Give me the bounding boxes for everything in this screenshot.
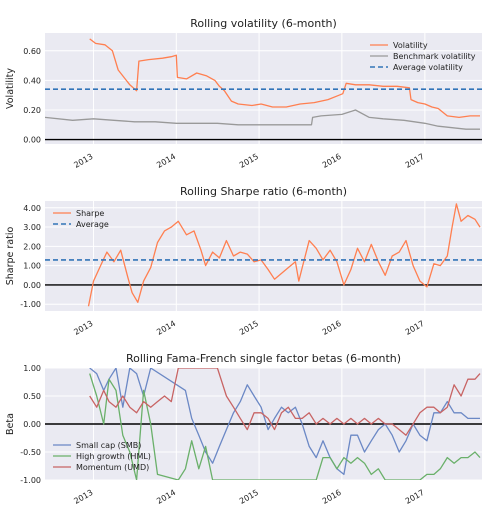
legend-label: High growth (HML) [76,452,151,461]
x-tick-label: 2016 [321,152,343,170]
y-tick-label: 0.00 [23,281,41,290]
series-line-volatility [89,38,480,119]
y-tick-label: 1.00 [23,262,41,271]
y-tick-label: 0.40 [23,76,41,85]
y-axis-label: Sharpe ratio [5,227,16,286]
series-line-benchmark-volatility [45,109,480,130]
x-tick-label: 2014 [155,152,177,170]
legend: Sharpe Average [53,209,109,229]
plot-area [45,201,482,311]
y-tick-label: 2.00 [23,242,41,251]
y-axis-label: Volatility [5,68,16,109]
y-tick-label: 3.00 [23,223,41,232]
legend-label: Volatility [393,41,428,50]
y-axis-label: Beta [5,413,16,435]
y-tick-label: 0.00 [23,420,41,429]
x-tick-label: 2013 [72,319,94,337]
chart-panel-1: 0.00 0.20 0.40 0.60 2013 2014 2015 2016 2017 Roll… [5,17,482,170]
y-tick-label: 1.00 [23,364,41,373]
y-tick-label: 0.60 [23,47,41,56]
legend-label: Small cap (SMB) [76,441,141,450]
x-tick-label: 2016 [321,488,343,506]
chart-title: Rolling volatility (6-month) [190,17,337,30]
y-tick-label: 4.00 [23,204,41,213]
x-tick-label: 2013 [72,488,94,506]
y-tick-label: 0.20 [23,106,41,115]
legend-label: Average volatility [393,63,463,72]
x-tick-label: 2015 [238,319,260,337]
x-tick-label: 2015 [238,488,260,506]
x-tick-label: 2013 [72,152,94,170]
y-tick-label: 0.00 [23,136,41,145]
legend-label: Average [76,220,109,229]
series-line-sharpe [87,203,481,307]
y-tick-label: -1.00 [20,476,41,485]
x-tick-label: 2017 [404,152,426,170]
x-tick-label: 2015 [238,152,260,170]
legend-label: Momentum (UMD) [76,463,149,472]
legend-label: Benchmark volatility [393,52,476,61]
series-line-high-growth-hml [89,373,481,480]
x-tick-label: 2017 [404,488,426,506]
y-tick-label: 0.50 [23,392,41,401]
legend: Small cap (SMB) High growth (HML) Momentum… [53,441,151,472]
chart-title: Rolling Sharpe ratio (6-month) [180,185,347,198]
series-line-momentum-umd [89,368,481,436]
y-tick-label: -0.50 [20,448,41,457]
x-tick-label: 2014 [155,319,177,337]
legend: Volatility Benchmark volatility Average vo… [370,41,476,72]
legend-label: Sharpe [76,209,104,218]
chart-title: Rolling Fama-French single factor betas … [126,352,401,365]
chart-panel-3: -1.00 -0.50 0.00 0.50 1.00 2013 2014 2015 2016 20… [5,352,482,506]
series-line-small-cap-smb [89,368,480,476]
chart-panel-2: -1.00 0.00 1.00 2.00 3.00 4.00 2013 2014 2015 201… [5,185,482,337]
x-tick-label: 2017 [404,319,426,337]
y-tick-label: -1.00 [20,300,41,309]
x-tick-label: 2016 [321,319,343,337]
x-tick-label: 2014 [155,488,177,506]
